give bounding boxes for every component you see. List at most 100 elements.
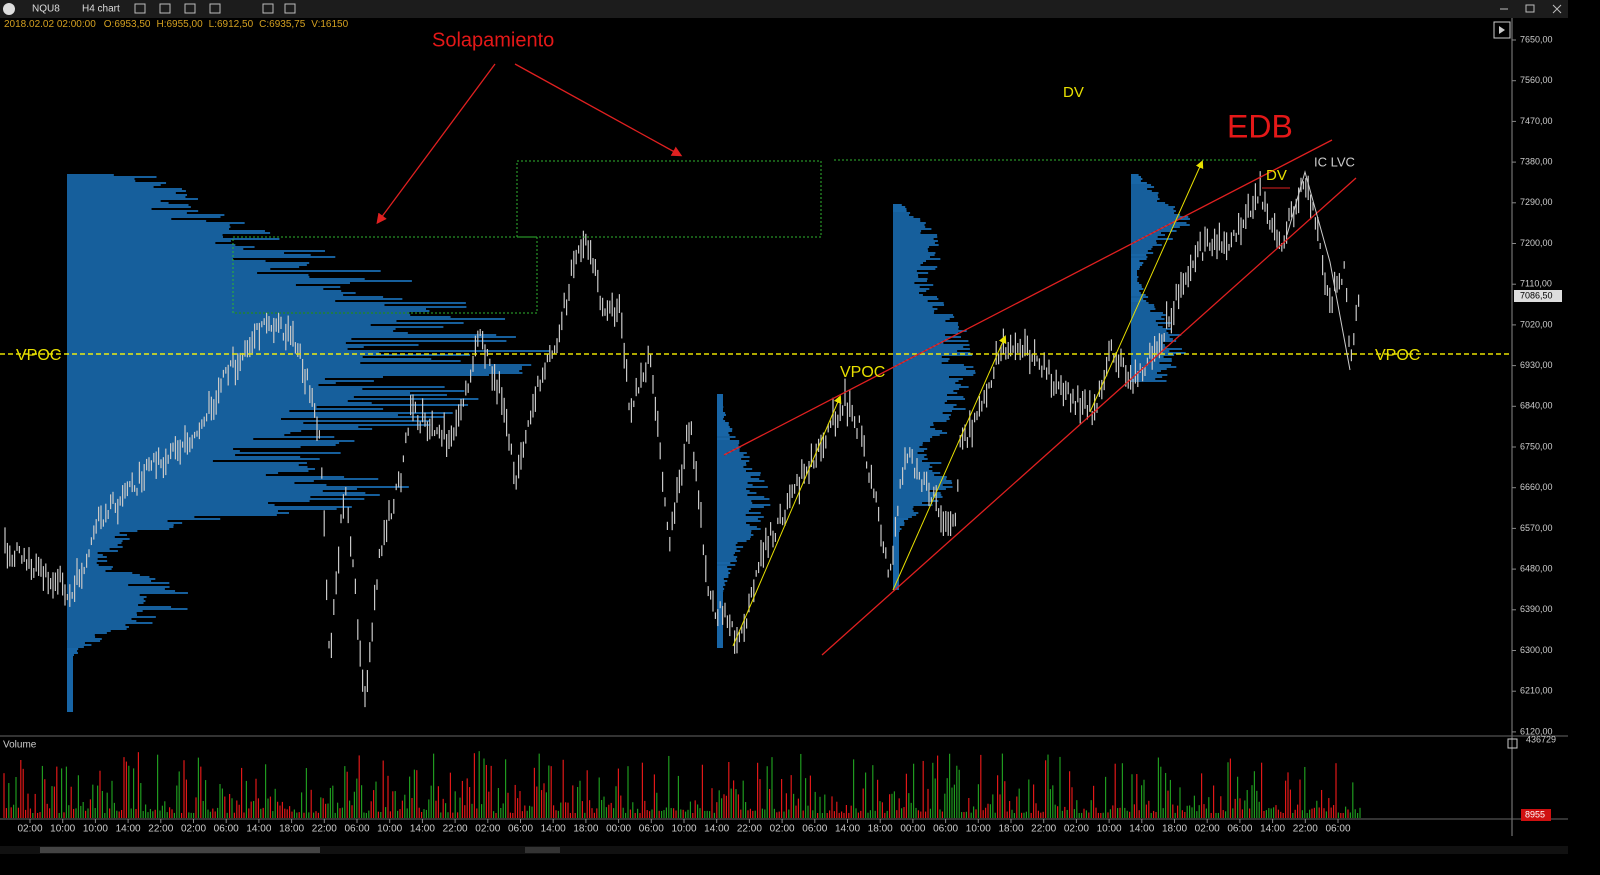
time-label: 22:00 [148,824,173,835]
panel-toggle[interactable] [1493,21,1511,39]
info-open: O:6953,50 [104,19,151,30]
info-close: C:6935,75 [259,19,306,30]
volume-title: Volume [3,740,37,751]
price-label: 6480,00 [1520,563,1553,573]
arrow [892,335,1007,591]
time-label: 10:00 [50,824,75,835]
tool-icon[interactable] [184,3,196,14]
app-logo[interactable] [3,3,15,15]
price-label: 7380,00 [1520,156,1553,166]
current-price-box [1514,290,1562,302]
time-label: 22:00 [737,824,762,835]
time-label: 02:00 [181,824,206,835]
tool-icon[interactable] [262,3,274,14]
time-label: 06:00 [933,824,958,835]
toolbar [0,0,1568,18]
time-label: 14:00 [704,824,729,835]
volume-current: 8955 [1525,809,1545,819]
symbol[interactable]: NQU8 [32,4,60,15]
time-label: 06:00 [802,824,827,835]
annotation: DV [1063,84,1084,101]
time-label: 02:00 [1064,824,1089,835]
time-label: 00:00 [900,824,925,835]
time-label: 10:00 [377,824,402,835]
time-label: 22:00 [1031,824,1056,835]
price-label: 6750,00 [1520,441,1553,451]
annotation: IC LVC [1314,154,1355,169]
time-label: 14:00 [541,824,566,835]
info-date: 2018.02.02 02:00:00 [4,19,96,30]
time-label: 14:00 [246,824,271,835]
tool-icon[interactable] [284,3,296,14]
time-label: 18:00 [279,824,304,835]
maximize-button[interactable] [1525,4,1535,13]
price-label: 7560,00 [1520,75,1553,85]
price-label: 6660,00 [1520,482,1553,492]
close-volume[interactable] [1507,738,1518,749]
time-label: 06:00 [639,824,664,835]
info-high: H:6955,00 [156,19,203,30]
annotation: VPOC [16,347,61,364]
price-label: 7200,00 [1520,238,1553,248]
price-label: 6930,00 [1520,360,1553,370]
time-label: 10:00 [1097,824,1122,835]
tool-icon[interactable] [209,3,221,14]
time-label: 10:00 [671,824,696,835]
time-label: 18:00 [868,824,893,835]
time-label: 18:00 [998,824,1023,835]
annotation: Solapamiento [432,29,554,51]
tool-icon[interactable] [134,3,146,14]
arrow [1089,160,1204,413]
time-label: 14:00 [1260,824,1285,835]
volume-max: 436729 [1526,734,1556,744]
annotation: VPOC [1375,347,1420,364]
overlap-zone [232,236,538,314]
price-label: 6840,00 [1520,401,1553,411]
time-label: 06:00 [1227,824,1252,835]
scrollbar[interactable] [0,846,1568,854]
scroll-thumb[interactable] [40,847,320,853]
time-label: 02:00 [475,824,500,835]
time-label: 06:00 [214,824,239,835]
scroll-thumb[interactable] [525,847,560,853]
time-label: 02:00 [17,824,42,835]
time-label: 06:00 [508,824,533,835]
arrow [376,63,496,225]
annotation: VPOC [840,364,885,381]
trend-line [723,139,1333,456]
time-label: 10:00 [966,824,991,835]
price-label: 6390,00 [1520,604,1553,614]
time-label: 22:00 [1293,824,1318,835]
time-label: 14:00 [116,824,141,835]
annotation: EDB [1227,108,1293,144]
time-label: 14:00 [835,824,860,835]
time-label: 00:00 [606,824,631,835]
panel-toggle-icon [1499,26,1505,34]
arrow [732,395,842,647]
price-label: 6210,00 [1520,686,1553,696]
time-label: 18:00 [573,824,598,835]
time-label: 18:00 [1162,824,1187,835]
close-button[interactable] [1552,4,1562,14]
arrow [514,63,683,157]
price-label: 7470,00 [1520,116,1553,126]
time-label: 02:00 [770,824,795,835]
tool-icon[interactable] [159,3,171,14]
annotation: DV [1266,167,1287,184]
time-label: 14:00 [1129,824,1154,835]
price-label: 7650,00 [1520,34,1553,44]
price-label: 7020,00 [1520,319,1553,329]
trend-line [821,177,1357,656]
price-label: 7290,00 [1520,197,1553,207]
current-price: 7086,50 [1520,290,1553,300]
price-label: 7110,00 [1520,279,1552,289]
time-label: 14:00 [410,824,435,835]
overlap-zone [516,160,822,238]
price-label: 6120,00 [1520,726,1553,736]
time-label: 22:00 [312,824,337,835]
drawn-line [1286,170,1351,371]
timeframe[interactable]: H4 chart [82,4,120,15]
ohlc-info: 2018.02.02 02:00:00 O:6953,50 H:6955,00 L:6… [4,19,349,30]
